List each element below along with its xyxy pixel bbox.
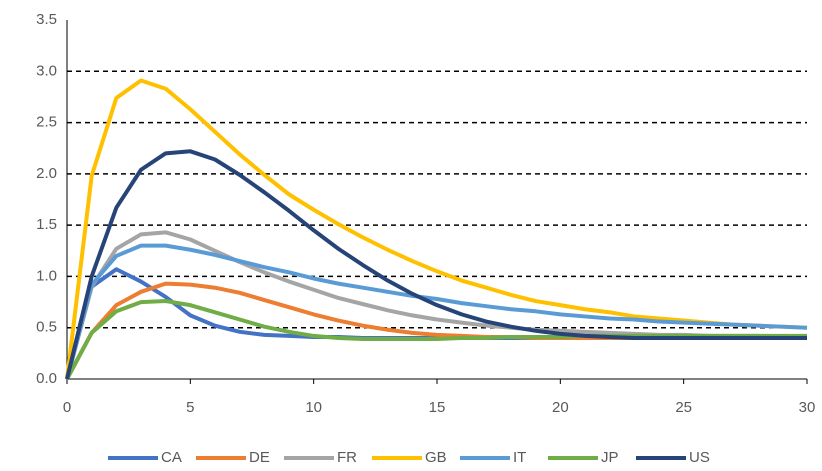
x-tick-label: 5 <box>186 399 194 416</box>
y-tick-label: 2.5 <box>36 114 57 131</box>
line-series <box>65 149 807 380</box>
y-tick-label: 2.0 <box>36 165 57 182</box>
legend-label: IT <box>513 449 526 466</box>
x-tick-label: 15 <box>429 399 446 416</box>
y-tick-label: 0.5 <box>36 319 57 336</box>
y-tick-label: 3.0 <box>36 62 57 79</box>
legend-label: US <box>689 449 710 466</box>
x-tick-label: 20 <box>552 399 569 416</box>
line-series <box>65 78 808 380</box>
legend-label: FR <box>337 449 357 466</box>
line-series <box>65 299 807 380</box>
y-tick-label: 0.0 <box>36 370 57 387</box>
y-tick-label: 1.0 <box>36 267 57 284</box>
x-tick-label: 0 <box>63 399 71 416</box>
x-tick-label: 25 <box>675 399 692 416</box>
legend-label: CA <box>161 449 182 466</box>
y-tick-label: 3.5 <box>36 11 57 28</box>
y-tick-label: 1.5 <box>36 216 57 233</box>
x-tick-label: 10 <box>305 399 322 416</box>
line-series <box>65 243 808 380</box>
legend-label: GB <box>425 449 447 466</box>
x-tick-label: 30 <box>799 399 816 416</box>
legend-label: JP <box>601 449 619 466</box>
legend-label: DE <box>249 449 270 466</box>
